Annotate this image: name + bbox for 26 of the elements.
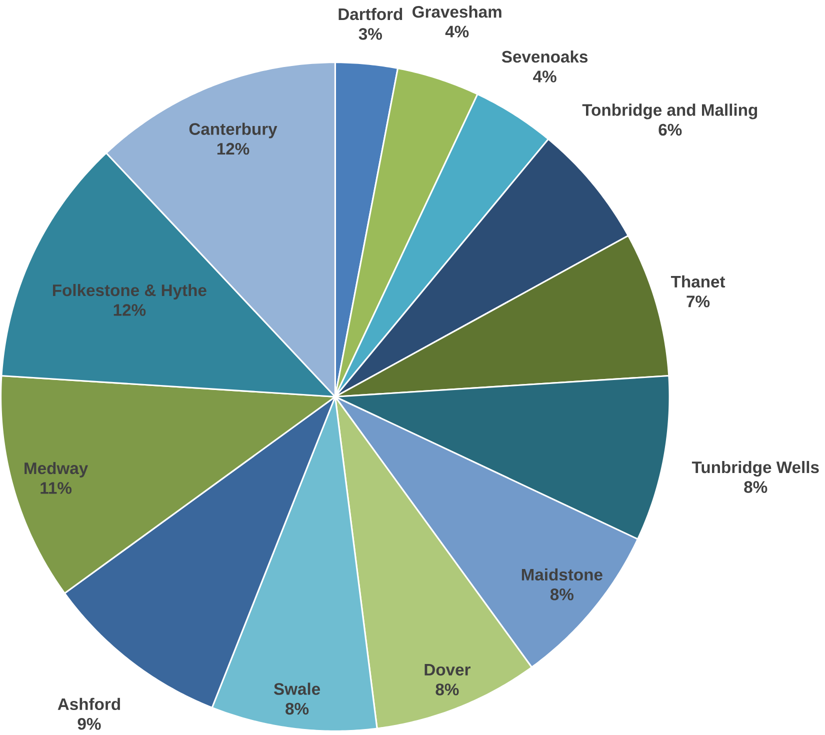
data-label: 4%	[533, 70, 556, 82]
slice-label: Ashford	[58, 698, 120, 710]
data-label: 3%	[358, 28, 382, 40]
slice-label: Tunbridge Wells	[692, 460, 819, 476]
slice-label: Sevenoaks	[502, 50, 588, 63]
data-label: 12%	[114, 304, 146, 316]
slice-label: Tonbridge and Malling	[582, 104, 758, 120]
data-label: 8%	[436, 683, 459, 696]
data-label: 4%	[445, 26, 469, 38]
slice-label: Swale	[274, 682, 320, 695]
data-label: 11%	[40, 482, 72, 494]
slice-label: Canterbury	[189, 122, 278, 138]
data-label: 6%	[658, 124, 682, 136]
data-label: 8%	[286, 702, 309, 714]
data-label: 8%	[550, 588, 574, 600]
slice-label: Medway	[24, 462, 88, 478]
data-label: 8%	[744, 480, 768, 493]
slice-label: Dartford	[338, 8, 402, 20]
slice-label: Folkestone & Hythe	[52, 284, 206, 300]
data-label: 12%	[217, 142, 250, 154]
slice-label: Thanet	[670, 275, 726, 288]
data-label: 7%	[686, 295, 710, 308]
slice-label: Gravesham	[412, 5, 502, 18]
slice-label: Maidstone	[522, 568, 602, 580]
data-label: 9%	[78, 718, 101, 730]
slice-label: Dover	[424, 664, 470, 676]
